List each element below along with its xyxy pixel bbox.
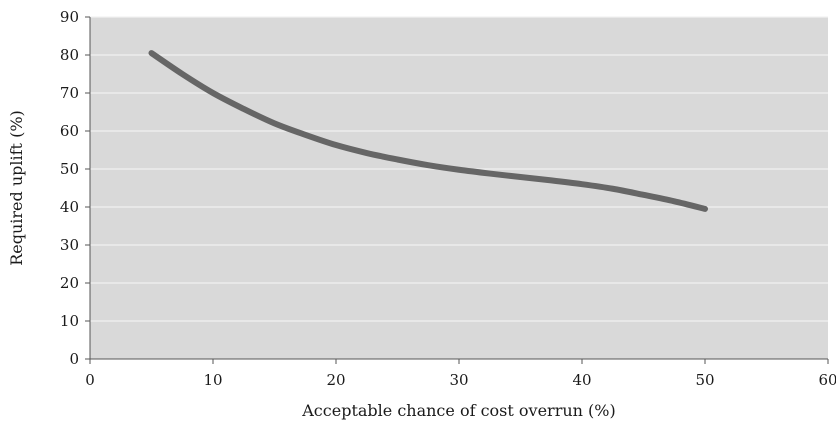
x-tick-label: 0 [85, 371, 95, 389]
y-tick-label: 70 [60, 84, 79, 102]
x-tick-label: 60 [818, 371, 836, 389]
y-tick-label: 80 [60, 46, 79, 64]
y-tick-label: 30 [60, 236, 79, 254]
y-tick-label: 20 [60, 274, 79, 292]
series-layer [148, 50, 708, 212]
x-tick-label: 30 [449, 371, 468, 389]
y-tick-label: 10 [60, 312, 79, 330]
x-tick-label: 20 [326, 371, 345, 389]
x-tick-label: 50 [695, 371, 714, 389]
y-tick-label: 40 [60, 198, 79, 216]
y-ticks: 0 10 20 30 40 50 60 70 80 90 [60, 8, 90, 368]
series-line [148, 50, 708, 212]
x-ticks: 0 10 20 30 40 50 60 [85, 359, 836, 389]
x-tick-label: 40 [572, 371, 591, 389]
y-tick-label: 0 [69, 350, 79, 368]
y-tick-label: 50 [60, 160, 79, 178]
plot-area [90, 17, 828, 359]
y-tick-label: 60 [60, 122, 79, 140]
y-axis-title: Required uplift (%) [7, 110, 26, 266]
x-axis-title: Acceptable chance of cost overrun (%) [301, 401, 615, 420]
y-tick-label: 90 [60, 8, 79, 26]
x-tick-label: 10 [203, 371, 222, 389]
